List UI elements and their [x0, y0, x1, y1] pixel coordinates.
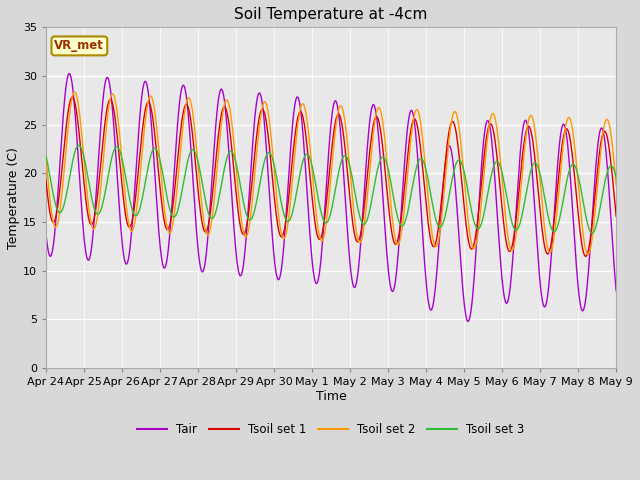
- Tair: [42, 229, 50, 235]
- Tsoil set 3: [52, 204, 60, 210]
- Line: Tsoil set 2: Tsoil set 2: [46, 92, 616, 254]
- Tair: [112, 150, 120, 156]
- Line: Tsoil set 1: Tsoil set 1: [46, 97, 616, 256]
- Tsoil set 1: [170, 197, 177, 203]
- Tsoil set 3: [401, 218, 409, 224]
- Tsoil set 1: [418, 157, 426, 163]
- Text: VR_met: VR_met: [54, 39, 104, 52]
- Tsoil set 2: [70, 89, 78, 95]
- Tsoil set 1: [42, 177, 50, 182]
- Tsoil set 3: [42, 153, 50, 158]
- Line: Tair: Tair: [46, 73, 616, 322]
- Tsoil set 1: [401, 177, 409, 183]
- Tsoil set 1: [612, 213, 620, 219]
- Tsoil set 2: [42, 153, 50, 159]
- Tsoil set 1: [112, 120, 120, 126]
- Tair: [612, 288, 620, 294]
- Tsoil set 1: [52, 213, 60, 218]
- Tsoil set 3: [200, 189, 207, 194]
- Tsoil set 2: [401, 197, 409, 203]
- Title: Soil Temperature at -4cm: Soil Temperature at -4cm: [234, 7, 428, 22]
- Tsoil set 2: [612, 182, 620, 188]
- Tsoil set 3: [74, 143, 82, 148]
- Tair: [170, 178, 177, 184]
- Tsoil set 2: [584, 252, 591, 257]
- Tsoil set 1: [68, 94, 76, 100]
- Tsoil set 2: [418, 129, 426, 135]
- Tsoil set 3: [612, 174, 620, 180]
- Tsoil set 3: [170, 214, 177, 220]
- Tsoil set 3: [589, 230, 596, 236]
- Tair: [401, 151, 409, 157]
- Tsoil set 1: [200, 227, 207, 232]
- Tsoil set 2: [170, 216, 177, 222]
- Y-axis label: Temperature (C): Temperature (C): [7, 146, 20, 249]
- Tsoil set 2: [112, 100, 120, 106]
- Tsoil set 3: [112, 144, 120, 150]
- Tair: [418, 219, 426, 225]
- Tsoil set 2: [52, 224, 60, 230]
- Tair: [200, 267, 207, 273]
- Tsoil set 2: [200, 218, 207, 224]
- Tair: [65, 71, 73, 76]
- Tair: [52, 214, 60, 219]
- Legend: Tair, Tsoil set 1, Tsoil set 2, Tsoil set 3: Tair, Tsoil set 1, Tsoil set 2, Tsoil se…: [132, 418, 529, 441]
- Line: Tsoil set 3: Tsoil set 3: [46, 145, 616, 233]
- Tair: [464, 319, 472, 324]
- Tsoil set 1: [582, 253, 590, 259]
- X-axis label: Time: Time: [316, 390, 346, 403]
- Tsoil set 3: [418, 156, 426, 162]
